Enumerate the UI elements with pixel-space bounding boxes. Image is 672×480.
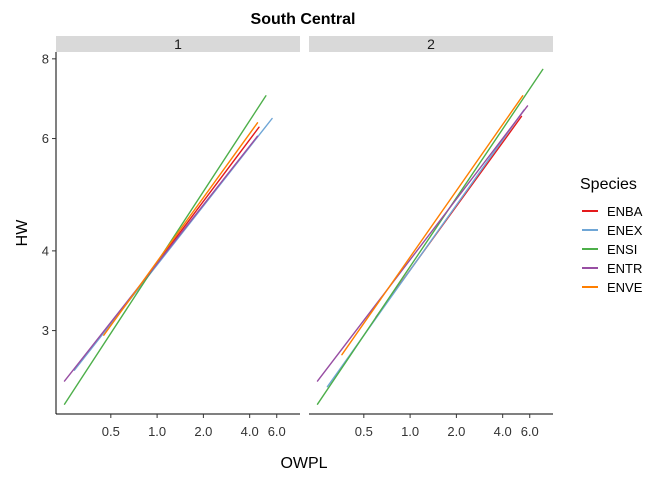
y-tick-label: 8 — [42, 51, 49, 66]
y-ticks: 3 4 6 8 — [42, 51, 56, 338]
x-tick-label: 6.0 — [521, 424, 539, 439]
x-tick-label: 2.0 — [194, 424, 212, 439]
chart-title: South Central — [251, 11, 356, 28]
series-panel-2 — [316, 68, 544, 405]
x-tick-label: 4.0 — [494, 424, 512, 439]
x-tick-label: 4.0 — [241, 424, 259, 439]
x-tick-label: 0.5 — [355, 424, 373, 439]
series-line-entr — [316, 105, 529, 382]
x-tick-label: 0.5 — [102, 424, 120, 439]
legend-label-enba: ENBA — [607, 204, 643, 219]
x-tick-label: 1.0 — [148, 424, 166, 439]
x-tick-label: 2.0 — [447, 424, 465, 439]
y-axis-title: HW — [14, 219, 31, 247]
series-panel-1 — [63, 95, 273, 405]
x-ticks: 0.5 1.0 2.0 4.0 6.0 0.5 1.0 2.0 4.0 6.0 — [102, 414, 539, 439]
panel-strip-1 — [56, 36, 300, 52]
series-line-enve — [103, 122, 259, 336]
legend-label-enve: ENVE — [607, 280, 643, 295]
legend-label-ensi: ENSI — [607, 242, 637, 257]
y-tick-label: 4 — [42, 243, 49, 258]
x-axis-title: OWPL — [280, 455, 327, 472]
panel-label-2: 2 — [427, 36, 435, 52]
series-line-enve — [341, 95, 524, 356]
legend-label-entr: ENTR — [607, 261, 642, 276]
series-line-ensi — [316, 68, 544, 405]
legend: ENBA ENEX ENSI ENTR ENVE — [582, 204, 643, 295]
y-tick-label: 3 — [42, 323, 49, 338]
panel-strip-2 — [309, 36, 553, 52]
x-tick-label: 1.0 — [401, 424, 419, 439]
legend-title: Species — [580, 176, 637, 193]
series-line-entr — [63, 135, 259, 382]
y-tick-label: 6 — [42, 131, 49, 146]
x-tick-label: 6.0 — [268, 424, 286, 439]
legend-label-enex: ENEX — [607, 223, 643, 238]
panel-label-1: 1 — [174, 36, 182, 52]
